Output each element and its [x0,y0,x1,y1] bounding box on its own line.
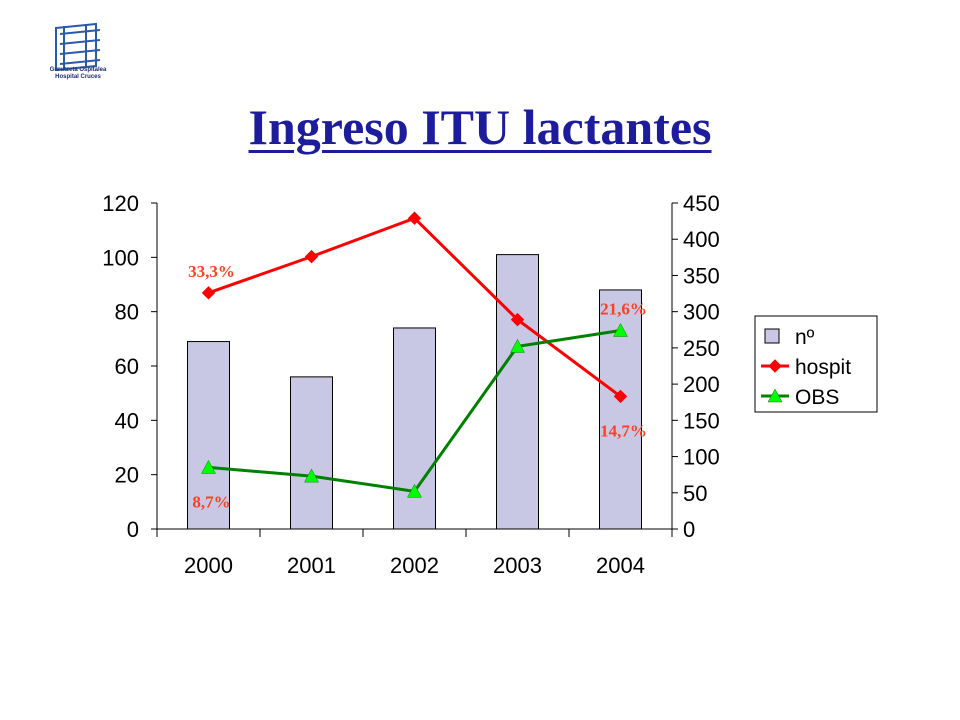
point-OBS-2003 [510,338,525,353]
right-tick-label: 150 [683,408,720,433]
bar-series-group [187,254,642,530]
x-tick-label-2001: 2001 [287,553,336,578]
data-label-14,7%: 14,7% [600,421,647,440]
right-tick-label: 350 [683,263,720,288]
x-tick-label-2000: 2000 [184,553,233,578]
point-hospit-2003 [510,312,525,327]
bar-2003 [496,254,539,530]
point-OBS-2002 [407,483,422,498]
data-label-21,6%: 21,6% [600,300,647,319]
right-tick-label: 50 [683,481,707,506]
legend-marker-OBS [767,388,783,403]
legend-label-nº: nº [795,326,815,349]
legend-marker-hospit [768,359,782,373]
left-tick-label: 80 [115,300,139,325]
right-tick-label: 300 [683,300,720,325]
bar-2001 [290,376,333,530]
logo-line-1: Gurutzeta Ospitalea [49,67,107,73]
data-label-8,7%: 8,7% [192,492,230,511]
x-tick-label-2004: 2004 [596,553,645,578]
line-series-group [201,211,628,498]
right-tick-label: 400 [683,227,720,252]
right-tick-label: 0 [683,517,695,542]
legend-label-hospit: hospit [795,356,851,379]
left-tick-label: 20 [115,463,139,488]
x-tick-label-2002: 2002 [390,553,439,578]
legend-label-OBS: OBS [795,386,839,409]
left-tick-label: 100 [102,245,139,270]
tick-label-group: 0 20 40 60 80 100 120 0 50 100 150 200 250 300 350 400 4… [102,191,719,578]
point-OBS-2004 [613,322,628,337]
page-title: Ingreso ITU lactantes [248,99,712,155]
x-tick-label-2003: 2003 [493,553,542,578]
left-tick-label: 120 [102,191,139,216]
right-tick-label: 250 [683,336,720,361]
left-tick-label: 40 [115,408,139,433]
annotation-group: 33,3% 8,7% 21,6% 14,7% [188,262,647,512]
hospital-logo-icon [55,22,101,72]
right-tick-label: 200 [683,372,720,397]
data-label-33,3%: 33,3% [188,262,235,281]
right-tick-label: 450 [683,191,720,216]
logo-caption: Gurutzeta Ospitalea Hospital Cruces [38,67,118,81]
legend-swatch-nº [764,328,780,344]
point-OBS-2001 [304,468,319,483]
point-hospit-2002 [407,211,422,225]
left-tick-label: 0 [127,517,139,542]
right-tick-label: 100 [683,445,720,470]
point-OBS-2000 [201,459,216,474]
logo-line-2: Hospital Cruces [55,74,101,80]
left-tick-label: 60 [115,354,139,379]
point-hospit-2001 [304,249,319,264]
bar-2002 [393,327,436,530]
point-hospit-2004 [613,389,628,404]
axes-group [151,202,678,537]
chart-legend: nº hospit OBS [754,315,878,413]
point-hospit-2000 [201,286,216,300]
bar-2000 [187,341,230,530]
